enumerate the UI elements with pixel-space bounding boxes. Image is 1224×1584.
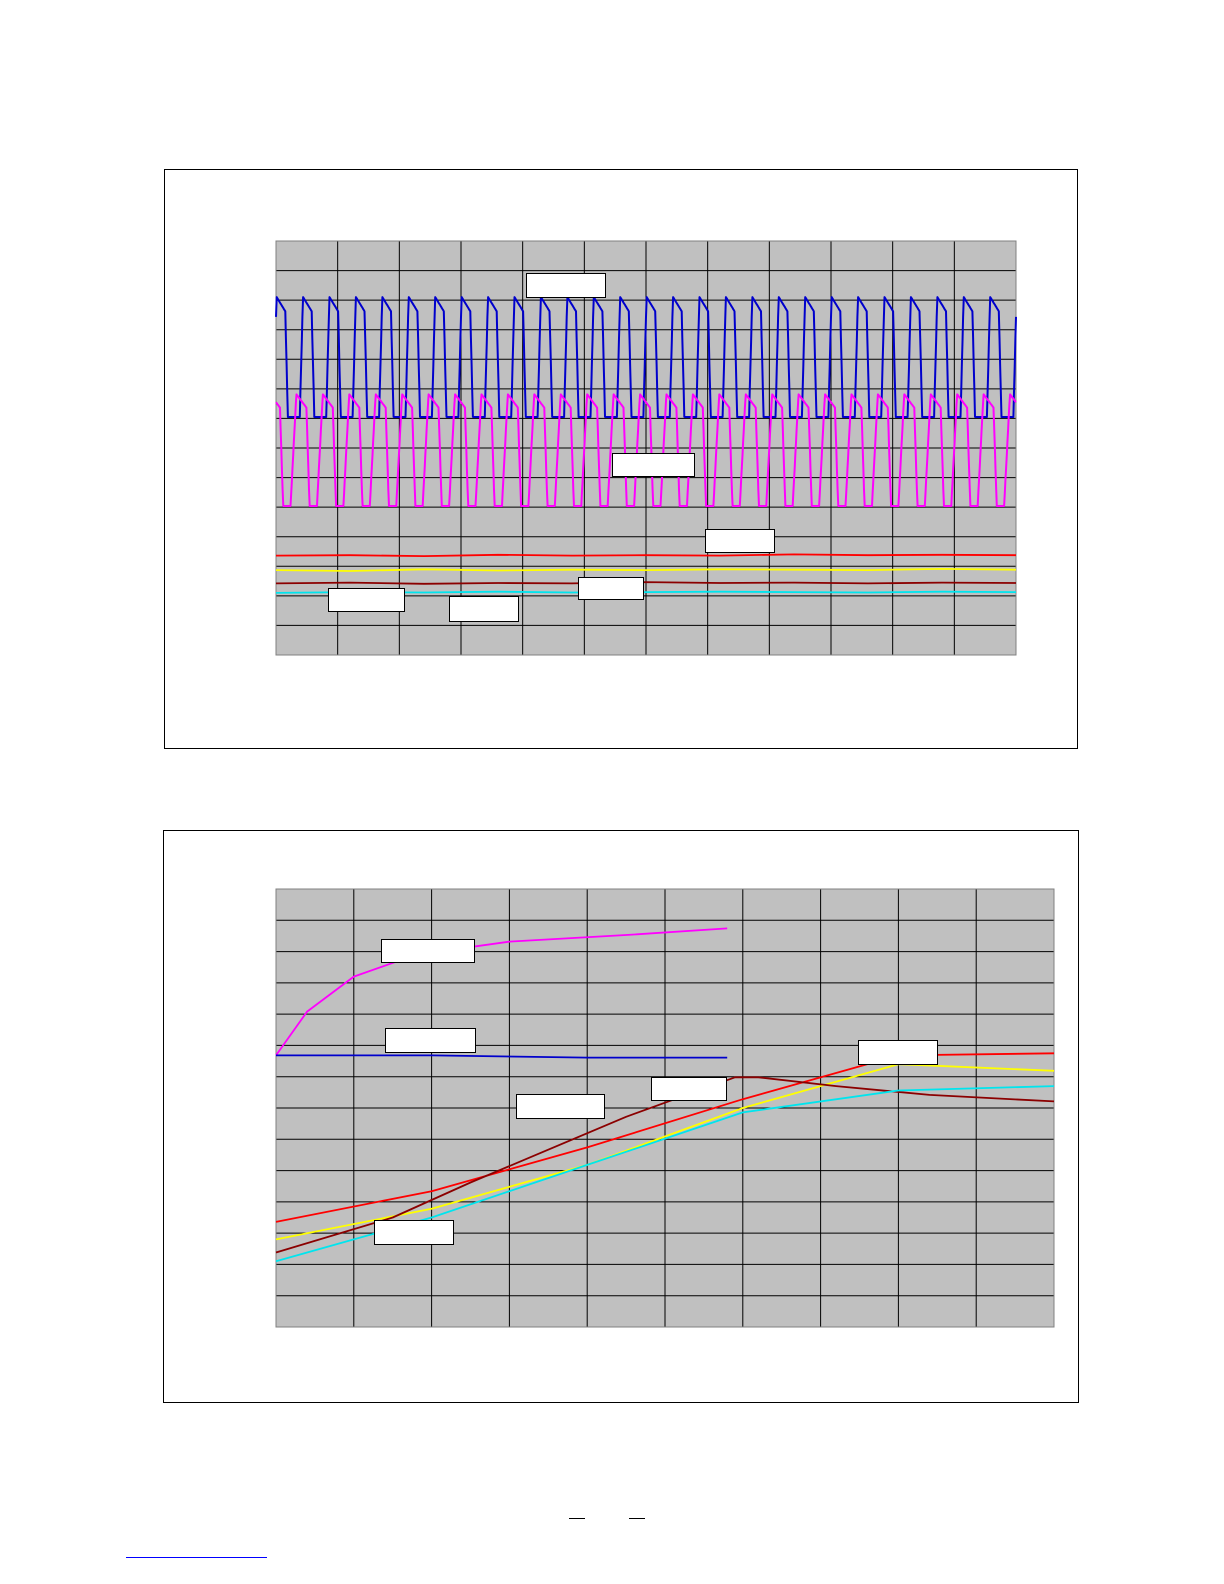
series-label-box xyxy=(612,453,695,477)
series-line-2 xyxy=(275,393,1017,507)
series-label-box xyxy=(526,273,606,298)
series-line-3 xyxy=(275,553,1017,558)
series-label-box xyxy=(651,1077,727,1101)
footer-dash-right xyxy=(629,1518,645,1519)
series-line-1 xyxy=(275,296,1017,418)
plot-border xyxy=(275,888,1055,1328)
series-label-box xyxy=(578,577,644,600)
series-label-box xyxy=(858,1040,938,1065)
plot-border xyxy=(275,240,1017,656)
series-label-box xyxy=(374,1220,454,1245)
series-label-box xyxy=(381,939,475,963)
series-line-6 xyxy=(276,1054,728,1059)
footer-dash-left xyxy=(569,1518,585,1519)
series-label-box xyxy=(516,1094,605,1119)
series-label-box xyxy=(328,588,405,612)
series-line-2 xyxy=(275,1063,1055,1241)
series-line-3 xyxy=(275,1076,1055,1254)
footnote-rule xyxy=(126,1557,267,1558)
series-label-box xyxy=(449,596,519,622)
series-line-5 xyxy=(275,581,1017,585)
series-label-box xyxy=(385,1028,476,1053)
series-label-box xyxy=(705,529,775,553)
series-line-4 xyxy=(275,567,1017,572)
